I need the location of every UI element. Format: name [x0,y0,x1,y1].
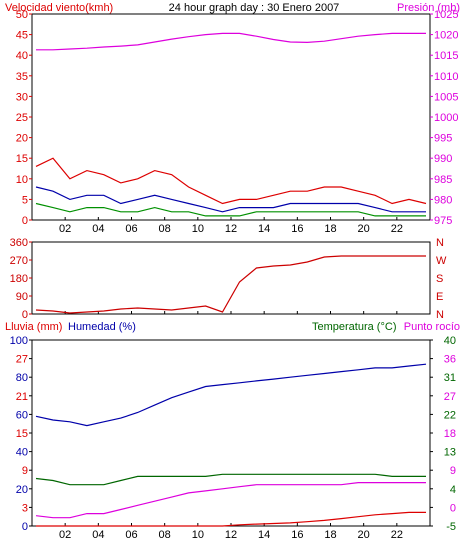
x-tick-label: 04 [92,223,104,235]
pressure-tick-label: 1025 [434,9,458,21]
pressure-tick-label: 975 [434,215,452,227]
pressure-tick-label: 1015 [434,50,458,62]
humidity-axis-label: Humedad (%) [68,321,136,333]
temperature-tick-label: 22 [444,409,456,421]
climate-line-3 [36,511,426,527]
pressure-axis-label: Presión (mb) [397,2,460,14]
wind-tick-label: 0 [22,215,28,227]
direction-tick-label: 360 [10,237,28,249]
compass-tick-label: N [436,309,444,321]
wind-tick-label: 5 [22,194,28,206]
humidity-tick-label: 60 [16,409,28,421]
temperature-tick-label: 0 [450,502,456,514]
pressure-tick-label: 995 [434,133,452,145]
wind-tick-label: 50 [16,9,28,21]
pressure-tick-label: 980 [434,194,452,206]
temperature-tick-label: 9 [450,465,456,477]
x-tick-label: 10 [192,223,204,235]
direction-tick-label: 0 [22,309,28,321]
panel-wind-frame [31,13,431,221]
x-tick-label: 20 [358,529,370,541]
series-line-0 [36,32,426,51]
temperature-tick-label: 31 [444,372,456,384]
x-tick-label: 06 [125,223,137,235]
series-line-2 [35,186,426,213]
x-tick-label: 04 [92,529,104,541]
humidity-tick-label: 20 [16,484,28,496]
temperature-tick-label: 18 [444,428,456,440]
wind-tick-label: 30 [16,91,28,103]
x-tick-label: 02 [59,529,71,541]
temperature-tick-label: -5 [446,521,456,533]
pressure-tick-label: 1020 [434,30,458,42]
humidity-tick-label: 0 [22,521,28,533]
compass-tick-label: W [436,255,447,267]
wind-tick-label: 25 [16,112,28,124]
x-tick-label: 08 [159,529,171,541]
wind-tick-label: 10 [16,174,28,186]
wind-tick-label: 20 [16,133,28,145]
graph-title: 24 hour graph day : 30 Enero 2007 [169,2,340,14]
pressure-tick-label: 990 [434,153,452,165]
x-tick-label: 02 [59,223,71,235]
wind-tick-label: 15 [16,153,28,165]
compass-tick-label: E [436,291,443,303]
rain-tick-label: 3 [22,502,28,514]
dewpoint-axis-label: Punto rocío [404,321,460,333]
temperature-tick-label: 27 [444,391,456,403]
x-tick-label: 10 [192,529,204,541]
pressure-tick-label: 1005 [434,91,458,103]
pressure-tick-label: 985 [434,174,452,186]
wind-tick-label: 40 [16,50,28,62]
compass-tick-label: S [436,273,443,285]
panel-climate-frame [31,339,431,527]
wind-tick-label: 45 [16,30,28,42]
x-tick-label: 16 [291,529,303,541]
x-tick-label: 22 [391,223,403,235]
temperature-tick-label: 40 [444,335,456,347]
direction-tick-label: 90 [16,291,28,303]
x-tick-label: 20 [358,223,370,235]
temperature-axis-label: Temperatura (°C) [312,321,396,333]
rain-tick-label: 21 [16,391,28,403]
temperature-tick-label: 4 [450,484,456,496]
x-tick-label: 14 [258,529,270,541]
x-tick-label: 22 [391,529,403,541]
rain-axis-label: Lluvia (mm) [5,321,62,333]
wind-axis-label: Velocidad viento(kmh) [5,2,113,14]
panel-direction-frame [31,241,431,315]
pressure-tick-label: 1010 [434,71,458,83]
series-line-1 [35,157,427,205]
direction-tick-label: 270 [10,255,28,267]
temperature-tick-label: 13 [444,447,456,459]
rain-tick-label: 27 [16,354,28,366]
climate-line-2 [35,482,426,519]
pressure-tick-label: 1000 [434,112,458,124]
temperature-tick-label: 36 [444,354,456,366]
humidity-tick-label: 80 [16,372,28,384]
direction-line [35,255,426,314]
x-tick-label: 18 [324,223,336,235]
x-tick-label: 12 [225,529,237,541]
compass-tick-label: N [436,237,444,249]
x-tick-label: 12 [225,223,237,235]
wind-tick-label: 35 [16,71,28,83]
x-tick-label: 14 [258,223,270,235]
x-tick-label: 06 [125,529,137,541]
humidity-tick-label: 100 [10,335,28,347]
humidity-tick-label: 40 [16,447,28,459]
rain-tick-label: 15 [16,428,28,440]
climate-line-1 [35,473,426,486]
series-line-3 [35,202,426,217]
x-tick-label: 08 [159,223,171,235]
direction-tick-label: 180 [10,273,28,285]
x-tick-label: 18 [324,529,336,541]
climate-line-0 [35,363,427,427]
rain-tick-label: 9 [22,465,28,477]
x-tick-label: 16 [291,223,303,235]
